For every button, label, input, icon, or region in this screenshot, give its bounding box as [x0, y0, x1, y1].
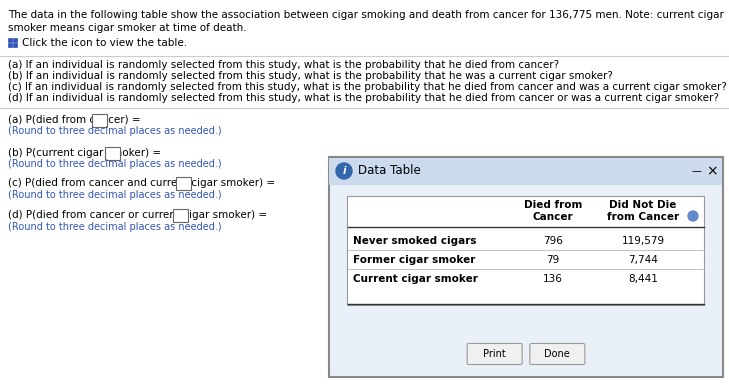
- Text: (d) P(died from cancer or current cigar smoker) =: (d) P(died from cancer or current cigar …: [8, 210, 267, 220]
- Text: Data Table: Data Table: [358, 164, 421, 177]
- FancyBboxPatch shape: [92, 114, 107, 127]
- Bar: [13, 38, 17, 42]
- Bar: [8, 43, 12, 47]
- Text: (c) P(died from cancer and current cigar smoker) =: (c) P(died from cancer and current cigar…: [8, 178, 275, 188]
- Text: ×: ×: [706, 164, 718, 178]
- Text: i: i: [342, 166, 346, 176]
- FancyBboxPatch shape: [467, 343, 522, 365]
- FancyBboxPatch shape: [348, 196, 704, 305]
- FancyBboxPatch shape: [329, 157, 723, 377]
- Text: Done: Done: [545, 349, 570, 359]
- Circle shape: [336, 163, 352, 179]
- FancyBboxPatch shape: [530, 343, 585, 365]
- Text: 79: 79: [546, 255, 560, 265]
- Bar: [8, 38, 12, 42]
- Text: (a) P(died from cancer) =: (a) P(died from cancer) =: [8, 115, 141, 125]
- Text: 8,441: 8,441: [628, 274, 658, 284]
- FancyBboxPatch shape: [106, 147, 120, 159]
- Text: (Round to three decimal places as needed.): (Round to three decimal places as needed…: [8, 222, 222, 232]
- Text: Click the icon to view the table.: Click the icon to view the table.: [22, 38, 187, 48]
- FancyBboxPatch shape: [330, 157, 722, 184]
- Text: (d) If an individual is randomly selected from this study, what is the probabili: (d) If an individual is randomly selecte…: [8, 93, 719, 103]
- Text: (a) If an individual is randomly selected from this study, what is the probabili: (a) If an individual is randomly selecte…: [8, 60, 559, 70]
- Bar: [13, 43, 17, 47]
- Text: The data in the following table show the association between cigar smoking and d: The data in the following table show the…: [8, 10, 724, 20]
- Text: 119,579: 119,579: [621, 236, 665, 246]
- Circle shape: [688, 211, 698, 221]
- Text: (b) If an individual is randomly selected from this study, what is the probabili: (b) If an individual is randomly selecte…: [8, 71, 613, 81]
- Text: (Round to three decimal places as needed.): (Round to three decimal places as needed…: [8, 159, 222, 169]
- Text: Current cigar smoker: Current cigar smoker: [353, 274, 478, 284]
- Text: 136: 136: [543, 274, 563, 284]
- Text: Did Not Die
from Cancer: Did Not Die from Cancer: [607, 200, 679, 222]
- Text: Died from
Cancer: Died from Cancer: [524, 200, 582, 222]
- Text: 796: 796: [543, 236, 563, 246]
- Text: (b) P(current cigar smoker) =: (b) P(current cigar smoker) =: [8, 148, 161, 158]
- Text: Print: Print: [483, 349, 506, 359]
- Text: smoker means cigar smoker at time of death.: smoker means cigar smoker at time of dea…: [8, 23, 246, 33]
- Text: 7,744: 7,744: [628, 255, 658, 265]
- Text: (Round to three decimal places as needed.): (Round to three decimal places as needed…: [8, 190, 222, 200]
- Text: Former cigar smoker: Former cigar smoker: [353, 255, 475, 265]
- Text: (Round to three decimal places as needed.): (Round to three decimal places as needed…: [8, 126, 222, 136]
- Text: (c) If an individual is randomly selected from this study, what is the probabili: (c) If an individual is randomly selecte…: [8, 82, 727, 92]
- FancyBboxPatch shape: [173, 209, 188, 221]
- FancyBboxPatch shape: [176, 176, 191, 189]
- Text: —: —: [691, 166, 701, 176]
- Text: Never smoked cigars: Never smoked cigars: [353, 236, 477, 246]
